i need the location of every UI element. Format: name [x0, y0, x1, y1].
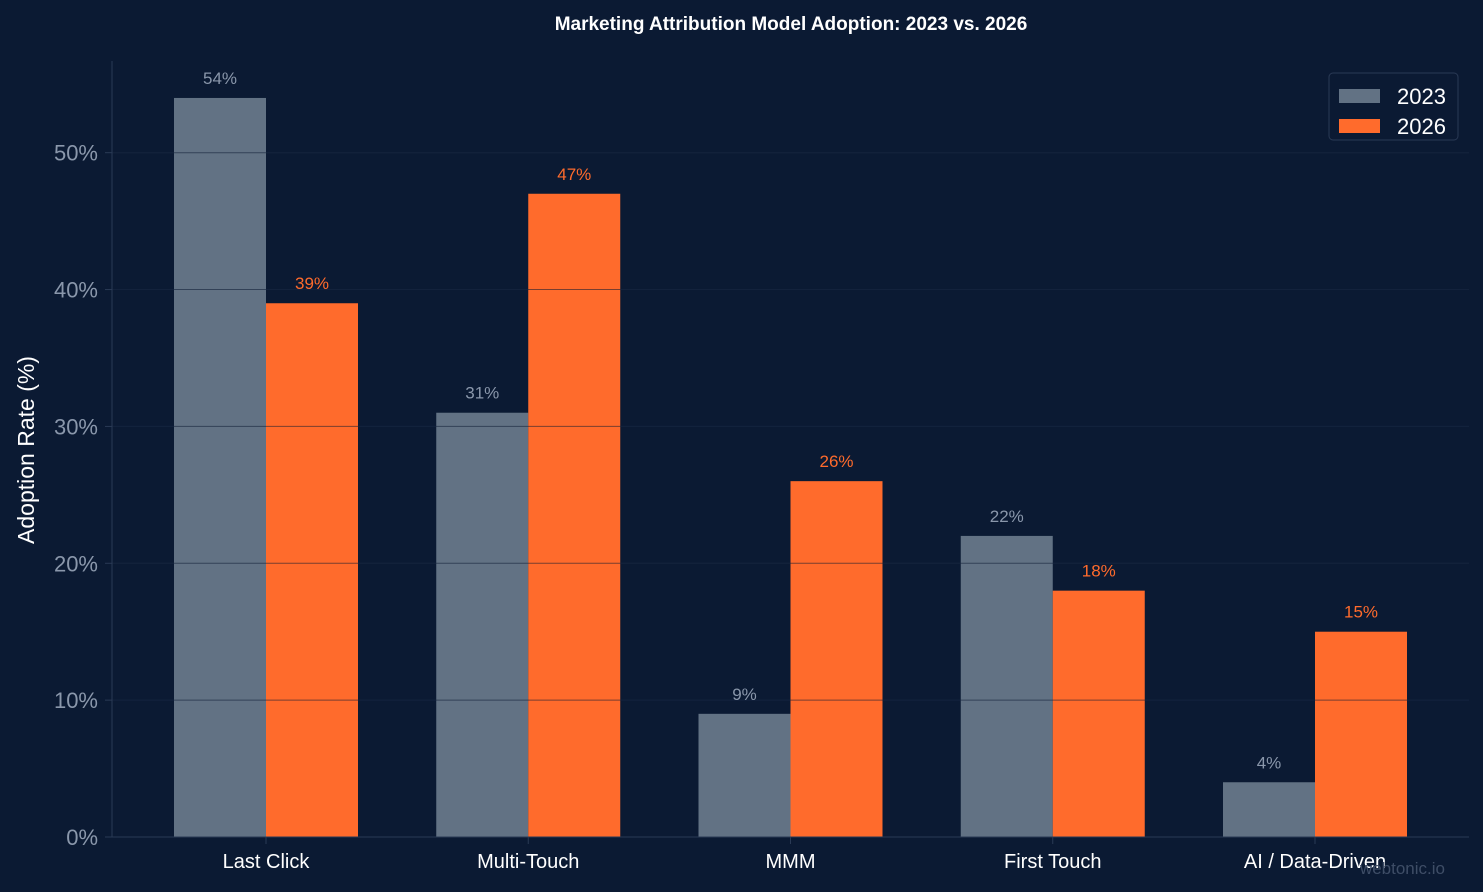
data-labels: 54% 39% 31% 47% 9% 26% 22% 18% 4% 15% — [203, 69, 1378, 772]
bar-2026 — [266, 303, 358, 837]
bars — [112, 97, 1469, 837]
bar-2026 — [1315, 631, 1407, 837]
x-tick-label: AI / Data-Driven — [1244, 851, 1386, 873]
legend-swatch-2023 — [1339, 89, 1380, 103]
bar-2026 — [790, 481, 883, 837]
y-tick-label: 30% — [54, 414, 98, 439]
bar-2026 — [528, 193, 621, 837]
x-tick-label: MMM — [766, 851, 816, 873]
data-label-2023: 54% — [203, 69, 237, 88]
y-tick-label: 40% — [54, 278, 98, 303]
y-tick-label: 20% — [54, 551, 98, 576]
bar-2023 — [436, 412, 529, 837]
data-label-2026: 15% — [1344, 603, 1378, 622]
legend-label-2026: 2026 — [1397, 114, 1446, 139]
data-label-2023: 31% — [465, 384, 499, 403]
y-tick-label: 10% — [54, 688, 98, 713]
watermark: webtonic.io — [1359, 859, 1445, 878]
data-label-2023: 4% — [1257, 753, 1282, 772]
chart-title: Marketing Attribution Model Adoption: 20… — [555, 14, 1028, 35]
bar-2023 — [1223, 782, 1315, 837]
legend: 2023 2026 — [1328, 72, 1459, 141]
y-tick-label: 0% — [66, 825, 98, 850]
x-tick-label: Multi-Touch — [477, 851, 579, 873]
y-axis-label: Adoption Rate (%) — [13, 356, 39, 544]
x-ticks: Last Click Multi-Touch MMM First Touch AI / … — [223, 837, 1386, 873]
y-tick-label: 50% — [54, 141, 98, 166]
x-tick-label: First Touch — [1004, 851, 1101, 873]
y-ticks: 0% 10% 20% 30% 40% 50% — [54, 141, 112, 850]
bar-2026 — [1052, 590, 1145, 837]
data-label-2026: 47% — [557, 165, 591, 184]
data-label-2026: 18% — [1082, 562, 1116, 581]
data-label-2023: 22% — [990, 507, 1024, 526]
bar-2023 — [698, 713, 791, 837]
data-label-2023: 9% — [732, 685, 757, 704]
legend-swatch-2026 — [1339, 119, 1380, 133]
bar-2023 — [960, 535, 1053, 837]
data-label-2026: 26% — [819, 452, 853, 471]
x-tick-label: Last Click — [223, 851, 311, 873]
legend-label-2023: 2023 — [1397, 84, 1446, 109]
bar-2023 — [174, 97, 266, 837]
data-label-2026: 39% — [295, 274, 329, 293]
